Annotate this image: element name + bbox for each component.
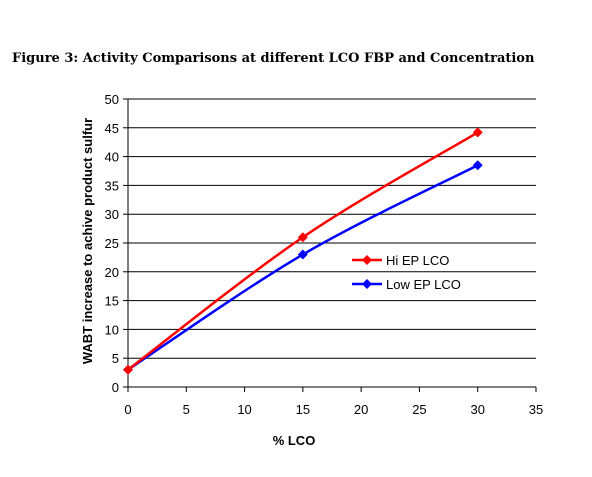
axes <box>123 98 537 392</box>
x-tick-label: 25 <box>412 402 426 417</box>
legend-label-low-ep-lco: Low EP LCO <box>386 277 461 292</box>
y-tick-label: 15 <box>105 294 119 309</box>
data-point-hi-ep-lco <box>123 364 133 375</box>
data-point-hi-ep-lco <box>297 232 308 243</box>
y-tick-label: 10 <box>105 322 119 337</box>
x-tick-label: 5 <box>183 402 190 417</box>
grid-lines <box>128 98 536 359</box>
y-tick-label: 35 <box>105 178 119 193</box>
data-point-hi-ep-lco <box>472 127 483 138</box>
legend-marker-hi-ep-lco <box>362 255 372 265</box>
x-tick-label: 30 <box>470 402 484 417</box>
tick-labels: 0 5 10 15 20 25 30 35 40 45 50 0 5 10 15 20 25 30 35 <box>105 92 544 417</box>
figure-title: Figure 3: Activity Comparisons at differ… <box>12 51 535 66</box>
data-point-low-ep-lco <box>297 249 308 260</box>
x-tick-label: 15 <box>296 402 310 417</box>
y-tick-label: 50 <box>105 92 119 107</box>
y-tick-label: 30 <box>105 207 119 222</box>
y-axis-title: WABT increase to achive product sulfur <box>80 118 95 364</box>
data-point-low-ep-lco <box>472 160 483 171</box>
legend: Hi EP LCO Low EP LCO <box>352 253 461 292</box>
legend-label-hi-ep-lco: Hi EP LCO <box>386 253 449 268</box>
x-tick-label: 35 <box>529 402 543 417</box>
legend-marker-low-ep-lco <box>362 279 372 289</box>
x-tick-label: 0 <box>124 402 131 417</box>
y-tick-label: 25 <box>105 236 119 251</box>
y-tick-label: 0 <box>112 380 119 395</box>
y-tick-label: 5 <box>112 351 119 366</box>
x-tick-label: 20 <box>354 402 368 417</box>
x-tick-label: 10 <box>237 402 251 417</box>
x-axis-title: % LCO <box>273 433 316 448</box>
y-tick-label: 45 <box>105 121 119 136</box>
y-tick-label: 40 <box>105 150 119 165</box>
y-tick-label: 20 <box>105 265 119 280</box>
series <box>123 127 483 375</box>
